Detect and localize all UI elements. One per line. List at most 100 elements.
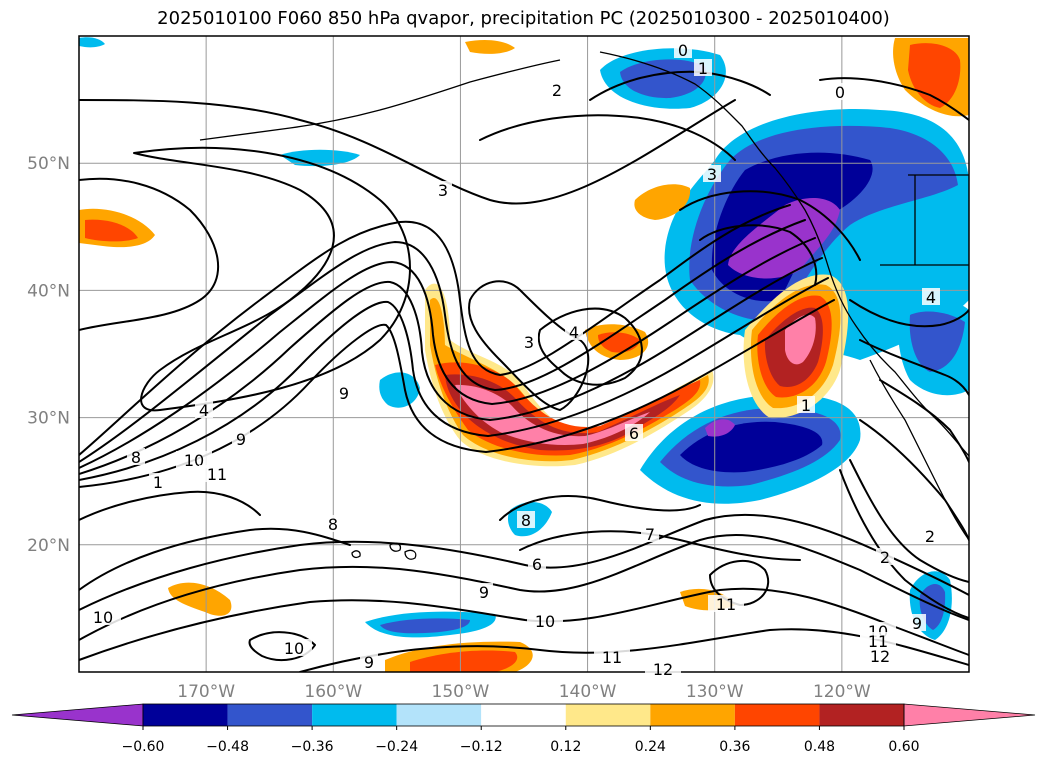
contour-line [709,559,770,606]
contour-label-bg [694,59,712,76]
colorbar-tick-label: 0.60 [888,739,919,755]
colorbar-extend-low [11,703,144,727]
contour-label: 11 [207,465,227,484]
colorbar-segment [565,704,651,726]
coastline-north-america [599,51,969,457]
contour-line [79,527,351,591]
contour-label: 6 [629,424,639,443]
contour-label-bg [360,653,378,670]
contour-label-bg [548,81,566,98]
colorbar-segment [650,704,735,726]
shade-positive-south-red [410,650,518,672]
coastline-hawaii-1 [351,550,361,559]
shade-positive-coast-pink [785,314,816,365]
qvapor-contours [79,70,969,672]
contour-line [79,177,219,331]
contour-line [133,146,411,412]
map-frame [78,35,970,673]
colorbar-tick-label: −0.24 [375,739,418,755]
contour-label: 11 [716,595,736,614]
contour-label: 3 [707,165,717,184]
shade-negative-purple [728,198,840,279]
contour-label-bg [335,384,353,401]
shade-positive-north [634,184,691,220]
contour-label-bg [232,430,250,447]
coastlines [199,51,969,560]
longitude-tick-label: 150°W [432,682,490,702]
contour-label-bg [862,647,898,664]
coastline-baja [869,359,969,541]
contour-label-bg [475,583,493,600]
shade-positive-west-red [85,219,138,242]
contour-label-bg [625,424,643,441]
contour-line [679,190,861,261]
colorbar-segment [312,704,397,726]
contour-line [499,495,701,521]
contour-label: 2 [880,548,890,567]
contour-label-bg [708,595,744,612]
colorbar-segment [819,704,904,726]
contour-line [79,99,736,205]
contour-label: 9 [364,653,374,672]
contour-label: 9 [479,583,489,602]
contour-line [519,530,801,561]
chart-title: 2025010100 F060 850 hPa qvapor, precipit… [157,8,890,29]
contour-label-bg [85,608,121,625]
contour-label-bg [517,511,535,528]
contour-label: 0 [835,83,845,102]
coastline-aleutians [199,59,561,141]
contour-labels: 0011122233344466788899999101010101011111… [85,41,940,679]
map-area [79,36,969,672]
contour-line [248,631,316,661]
contour-label: 8 [131,448,141,467]
shade-negative-south-core [380,618,470,634]
colorbar-segment [481,704,566,726]
contour-label-bg [324,515,342,532]
colorbar: −0.60 −0.48 −0.36 −0.24 −0.12 0.12 0.24 0.36 0.4… [11,703,1036,755]
shade-negative-mid-1 [379,372,420,408]
contour-label: 2 [925,527,935,546]
contour-label: 10 [93,608,113,627]
contour-label-bg [149,473,167,490]
contour-label: 11 [868,632,888,651]
contour-line [79,277,829,481]
contour-label: 9 [339,384,349,403]
colorbar-tick-label: 0.48 [804,739,835,755]
colorbar-tick-label: 0.24 [635,739,666,755]
colorbar-segment [143,704,228,726]
contour-line [849,299,969,328]
contour-line [839,469,969,619]
shade-negative-alaska-core [620,59,706,99]
contour-line [79,533,969,641]
contour-label: 4 [199,401,209,420]
contour-label-bg [645,660,681,677]
colorbar-tick-label: −0.48 [206,739,249,755]
contour-label-bg [703,165,721,182]
contour-label: 1 [801,396,811,415]
contour-line [849,459,969,583]
longitude-tick-label: 120°W [813,682,871,702]
colorbar-tick-label: 0.12 [550,739,581,755]
colorbar-tick-label: −0.60 [122,739,165,755]
contour-label-bg [641,525,659,542]
shade-negative-band-purple [705,419,735,437]
contour-label-bg [797,396,815,413]
contour-label: 9 [912,614,922,633]
contour-line [468,280,590,411]
contour-line [859,339,969,396]
contour-label: 4 [569,323,579,342]
longitude-tick-label: 140°W [559,682,617,702]
longitude-tick-label: 160°W [304,682,362,702]
contour-label-bg [674,41,692,58]
colorbar-tick-label: −0.12 [460,739,503,755]
contour-label-bg [908,614,926,631]
colorbar-tick-label: −0.36 [291,739,334,755]
contour-label: 1 [153,473,163,492]
contour-label-bg [860,632,896,649]
colorbar-tick-label: 0.36 [719,739,750,755]
contour-line [537,307,643,386]
contour-label-bg [195,401,213,418]
latitude-tick-label: 20°N [27,536,70,556]
contour-line [79,237,816,469]
